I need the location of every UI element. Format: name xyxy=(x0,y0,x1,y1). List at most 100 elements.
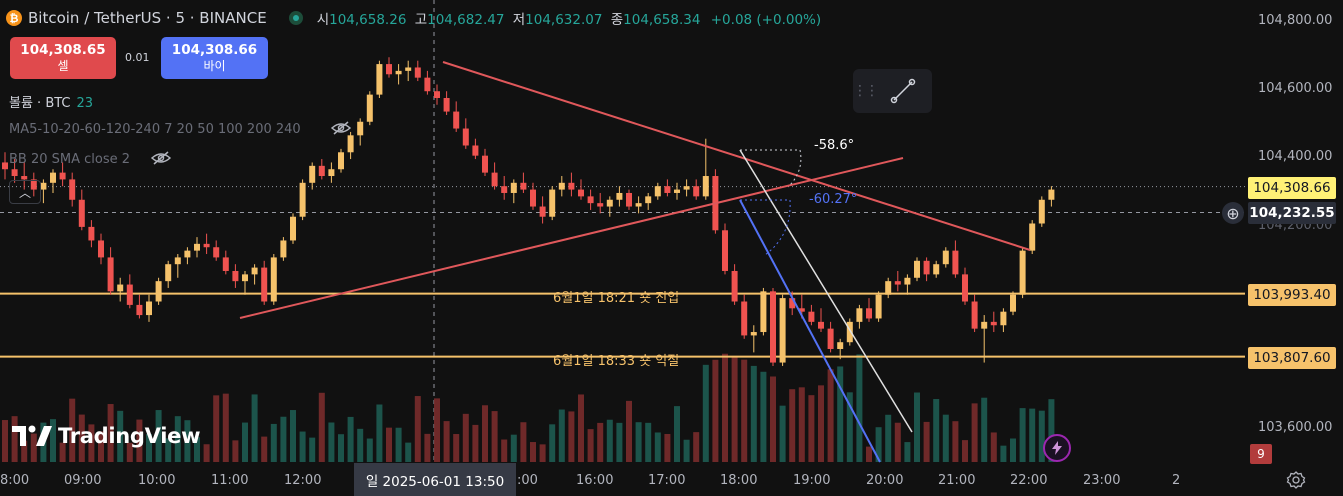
volume-bar xyxy=(558,409,565,462)
level2-annotation[interactable]: 6월1일 18:33 숏 익절 xyxy=(553,354,680,369)
candle-body xyxy=(990,321,997,326)
candle-body xyxy=(126,284,133,305)
market-status-icon[interactable] xyxy=(288,11,303,25)
candle-body xyxy=(885,281,892,295)
time-tick: 8:00 xyxy=(0,473,30,488)
candle-body xyxy=(30,179,37,190)
volume-bar xyxy=(770,376,776,462)
bb-label: BB 20 SMA close 2 xyxy=(9,152,131,167)
drawing-floating-toolbar[interactable]: ⋮⋮ xyxy=(853,69,932,113)
candle-body xyxy=(674,189,680,193)
volume-bar xyxy=(626,400,632,462)
price-tick: 103,600.00 xyxy=(1258,420,1333,435)
price-tick: 104,800.00 xyxy=(1258,13,1333,28)
volume-bar xyxy=(376,404,383,462)
candle-body xyxy=(837,342,844,349)
volume-bar xyxy=(501,439,508,462)
time-tick: 10:00 xyxy=(138,473,176,488)
symbol-legend[interactable]: ₿ Bitcoin / TetherUS · 5 · BINANCE 시104,… xyxy=(6,6,821,30)
candle-body xyxy=(856,308,863,322)
drag-handle-icon[interactable]: ⋮⋮ xyxy=(853,83,879,99)
candle-body xyxy=(510,182,517,193)
volume-bar xyxy=(798,387,805,462)
candle-body xyxy=(69,179,76,200)
volume-bar xyxy=(491,411,498,462)
volume-bar xyxy=(309,437,316,462)
bb-indicator-legend[interactable]: BB 20 SMA close 2 xyxy=(9,152,130,167)
buy-button[interactable]: 104,308.66 바이 xyxy=(161,37,268,79)
volume-bar xyxy=(30,433,37,462)
volume-bar xyxy=(88,424,95,462)
candle-body xyxy=(578,189,584,197)
sell-button[interactable]: 104,308.65 셀 xyxy=(10,37,116,79)
volume-bar xyxy=(1038,410,1045,462)
volume-bar xyxy=(702,364,709,462)
candle-body xyxy=(971,301,978,329)
add-alert-plus-icon[interactable]: ⊕ xyxy=(1222,202,1244,224)
candle-body xyxy=(645,196,652,204)
volume-bar xyxy=(98,431,104,462)
lightning-icon[interactable] xyxy=(1043,434,1071,462)
volume-value: 23 xyxy=(76,96,94,111)
candle-body xyxy=(914,260,920,278)
volume-bar xyxy=(117,410,124,462)
tradingview-logo[interactable]: TradingView xyxy=(12,424,200,448)
volume-bar xyxy=(722,353,728,462)
candle-body xyxy=(587,196,594,204)
candle-body xyxy=(299,182,306,217)
candle-body xyxy=(462,128,469,146)
volume-bar xyxy=(904,442,911,462)
volume-bar xyxy=(683,439,690,462)
hidden-eye-icon-bb[interactable] xyxy=(150,150,172,166)
ma-indicator-legend[interactable]: MA5-10-20-60-120-240 7 20 50 100 200 240 xyxy=(9,122,301,137)
candle-body xyxy=(376,64,383,95)
volume-indicator-legend[interactable]: 볼륨 · BTC 23 xyxy=(9,92,93,111)
candle-body xyxy=(904,277,911,285)
volume-bar xyxy=(251,394,258,462)
spread-value: 0.01 xyxy=(125,51,150,64)
candle-body xyxy=(472,145,479,156)
candle-body xyxy=(405,67,412,71)
candle-body xyxy=(107,257,114,292)
volume-bar xyxy=(155,410,162,462)
level2-price-tag[interactable]: 103,807.60 xyxy=(1248,347,1336,369)
level1-price-tag[interactable]: 103,993.40 xyxy=(1248,284,1336,306)
candle-body xyxy=(146,301,152,316)
candle-body xyxy=(789,298,796,309)
bitcoin-icon: ₿ xyxy=(6,10,22,26)
collapse-legend-button[interactable]: ︿ xyxy=(9,180,41,204)
volume-bar xyxy=(222,393,229,462)
candle-body xyxy=(558,182,565,190)
candle-body xyxy=(347,135,354,153)
crosshair-price-tag: 104,232.55 xyxy=(1248,202,1336,224)
volume-bar xyxy=(674,406,680,462)
volume-bar xyxy=(856,354,863,462)
level1-annotation[interactable]: 6월1일 18:21 숏 진입 xyxy=(553,291,680,306)
candle-body xyxy=(261,267,268,302)
volume-bar xyxy=(136,419,143,462)
volume-bar xyxy=(606,419,613,462)
symbol-title[interactable]: Bitcoin / TetherUS · 5 · BINANCE xyxy=(28,9,267,27)
volume-bar xyxy=(597,422,604,462)
volume-bar xyxy=(1048,399,1055,462)
candle-body xyxy=(798,308,805,312)
time-tick: 18:00 xyxy=(720,473,758,488)
volume-bar xyxy=(299,431,306,462)
candle-body xyxy=(664,186,671,193)
volume-bar xyxy=(875,427,882,462)
trendline-tool-icon[interactable] xyxy=(881,74,925,108)
volume-bar xyxy=(472,424,479,462)
candle-body xyxy=(59,172,66,180)
candle-body xyxy=(443,98,450,112)
candle-body xyxy=(290,216,296,241)
volume-bar xyxy=(1010,438,1016,462)
bars-count-badge: 9 xyxy=(1250,444,1272,464)
candle-body xyxy=(1010,294,1016,312)
settings-gear-icon[interactable] xyxy=(1286,470,1306,490)
volume-bar xyxy=(1029,408,1036,462)
hidden-eye-icon[interactable] xyxy=(330,120,352,136)
volume-bar xyxy=(126,442,133,462)
candle-body xyxy=(654,186,661,197)
